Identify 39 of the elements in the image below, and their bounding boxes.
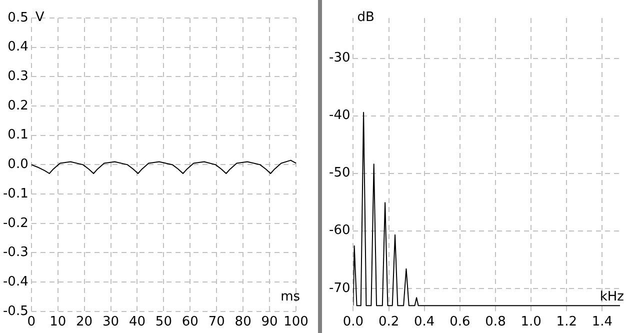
x-tick-label: 0.2 [378,314,400,330]
x-tick-label: 60 [182,314,198,330]
x-tick-label: 0 [27,314,36,330]
y-tick-label: -0.2 [2,216,28,231]
x-tick-label: 20 [76,314,93,330]
y-tick-label: -50 [329,166,350,181]
y-tick-label: 0.5 [8,10,28,26]
y-axis-title: dB [357,10,374,25]
x-tick-label: 0.6 [450,314,470,330]
y-tick-label: 0.4 [8,40,28,55]
y-tick-label: -0.5 [2,304,28,319]
x-tick-label: 0.8 [485,314,506,330]
y-tick-label: -60 [329,223,350,238]
y-tick-label: -0.1 [2,186,28,202]
x-tick-label: 40 [128,314,146,330]
x-axis-title: ms [280,289,300,304]
y-tick-label: -70 [329,280,350,296]
x-tick-label: 100 [284,314,308,330]
y-axis-title: V [35,10,44,25]
x-tick-label: 0.0 [342,314,364,330]
y-tick-label: 0.3 [8,69,28,84]
x-tick-label: 10 [50,314,66,330]
y-tick-label: -40 [329,108,350,124]
x-tick-label: 1.4 [592,314,613,330]
x-tick-label: 0.4 [414,314,435,330]
y-tick-label: -0.4 [2,274,28,290]
x-tick-label: 1.2 [556,314,577,330]
x-axis-title: kHz [600,289,624,304]
y-tick-label: -30 [329,50,350,66]
x-tick-label: 90 [261,314,278,330]
y-tick-label: 0.0 [8,157,28,172]
x-tick-label: 30 [102,314,120,330]
y-tick-label: 0.2 [8,98,28,114]
x-tick-label: 70 [208,314,225,330]
y-tick-label: -0.3 [2,245,28,260]
y-tick-label: 0.1 [8,128,28,143]
x-tick-label: 1.0 [520,314,542,330]
x-tick-label: 50 [155,314,172,330]
x-tick-label: 80 [234,314,252,330]
